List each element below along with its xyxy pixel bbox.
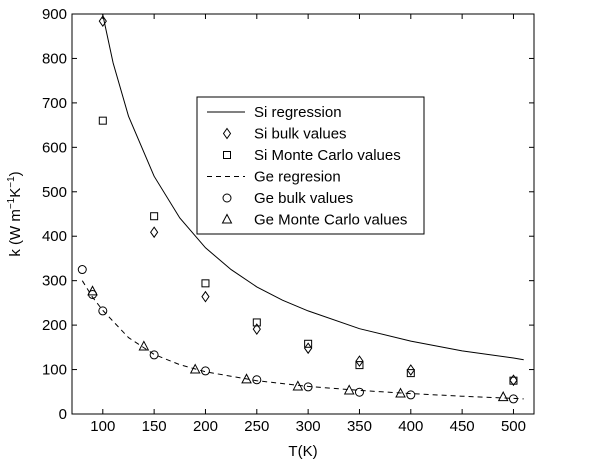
series-line	[102, 14, 524, 361]
y-tick-label: 500	[42, 184, 67, 201]
series-1	[98, 15, 518, 387]
y-axis-label-mid: K	[7, 188, 24, 198]
legend: Si regression Si bulk values Si Monte Carl…	[196, 96, 425, 235]
data-point-square	[150, 212, 159, 221]
data-point-diamond	[150, 226, 159, 239]
data-point-circle	[252, 375, 262, 385]
legend-marker-diamond	[222, 127, 232, 140]
legend-label: Si Monte Carlo values	[254, 147, 401, 164]
data-point-square	[355, 361, 364, 370]
x-tick-label: 400	[398, 418, 423, 435]
y-tick-label: 700	[42, 95, 67, 112]
data-point-circle	[149, 350, 159, 360]
data-series	[77, 14, 524, 404]
y-axis-label: k (W m−1K−1)	[6, 171, 24, 256]
series-0	[102, 14, 524, 361]
x-tick-label: 250	[244, 418, 269, 435]
x-tick-label: 450	[450, 418, 475, 435]
y-tick-label: 800	[42, 50, 67, 67]
data-point-circle	[77, 265, 87, 275]
data-point-circle	[200, 366, 210, 376]
legend-marker-triangle	[221, 213, 233, 224]
legend-box	[196, 96, 425, 235]
y-tick-label: 900	[42, 6, 67, 23]
data-point-square	[98, 116, 107, 125]
y-tick-label: 200	[42, 317, 67, 334]
data-point-circle	[303, 382, 313, 392]
data-point-triangle	[138, 340, 150, 351]
data-point-diamond	[252, 323, 261, 335]
y-axis-label-exp1: −1	[6, 197, 17, 209]
series-line	[81, 280, 524, 400]
series-3	[81, 280, 524, 400]
y-axis-label-suffix: )	[7, 171, 24, 176]
data-point-diamond	[509, 374, 518, 387]
data-point-diamond	[406, 364, 415, 376]
x-tick-label: 500	[501, 418, 526, 435]
legend-label: Si bulk values	[254, 126, 347, 143]
x-tick-label: 200	[193, 418, 218, 435]
data-point-circle	[508, 394, 518, 404]
data-point-triangle	[189, 363, 201, 374]
data-point-diamond	[304, 342, 313, 355]
legend-marker-square	[223, 151, 231, 159]
data-point-triangle	[241, 373, 252, 384]
data-point-square	[252, 318, 261, 327]
y-tick-label: 100	[42, 362, 67, 379]
x-axis-label: T(K)	[288, 443, 317, 460]
data-point-circle	[406, 390, 416, 400]
y-axis-label-prefix: k (W m	[7, 209, 24, 256]
data-point-circle	[354, 387, 364, 397]
series-5	[87, 285, 509, 402]
y-tick-label: 0	[59, 406, 67, 423]
legend-label: Ge regresion	[254, 169, 341, 186]
data-point-triangle	[395, 387, 406, 398]
data-point-circle	[98, 306, 108, 316]
x-tick-label: 300	[296, 418, 321, 435]
data-point-square	[201, 279, 210, 288]
data-point-triangle	[343, 384, 355, 395]
data-point-triangle	[497, 391, 509, 402]
data-point-square	[406, 369, 415, 378]
x-tick-label: 100	[90, 418, 115, 435]
y-axis-label-exp2: −1	[6, 176, 17, 188]
data-point-diamond	[98, 15, 107, 27]
series-2	[98, 116, 518, 385]
legend-label: Si regression	[254, 104, 342, 121]
legend-marker-circle	[222, 193, 232, 203]
axis-ticks: 100 150 200 250 300 350 400 450 500 0 100 200 300 400…	[42, 6, 534, 435]
data-point-square	[509, 376, 518, 385]
data-point-diamond	[355, 355, 364, 367]
legend-label: Ge Monte Carlo values	[254, 212, 407, 229]
y-tick-label: 300	[42, 273, 67, 290]
data-point-square	[304, 339, 313, 348]
data-point-diamond	[201, 290, 210, 303]
x-tick-label: 350	[347, 418, 372, 435]
y-tick-label: 400	[42, 228, 67, 245]
legend-label: Ge bulk values	[254, 190, 353, 207]
x-tick-label: 150	[142, 418, 167, 435]
y-tick-label: 600	[42, 139, 67, 156]
data-point-triangle	[292, 380, 304, 391]
data-point-triangle	[87, 285, 98, 296]
